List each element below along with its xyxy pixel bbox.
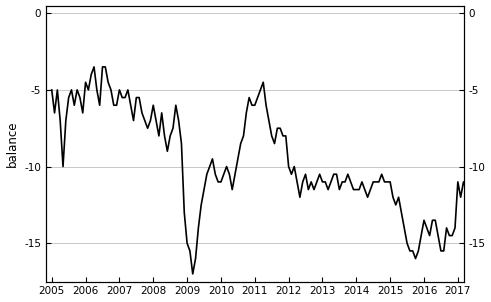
Y-axis label: balance: balance	[5, 120, 19, 167]
